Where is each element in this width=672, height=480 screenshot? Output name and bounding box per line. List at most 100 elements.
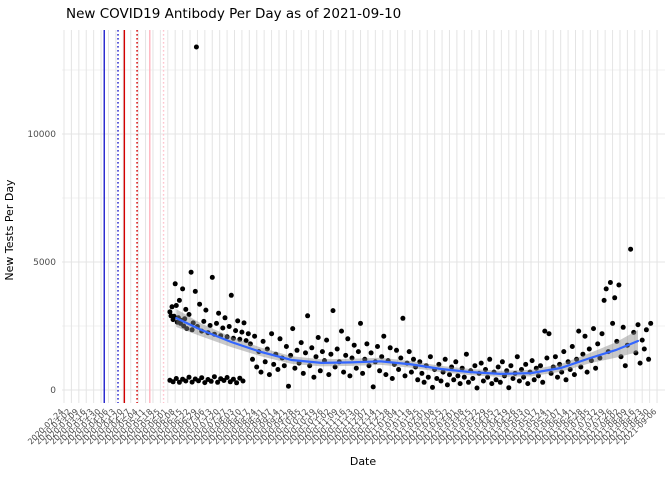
scatter-point: [311, 374, 317, 380]
scatter-point: [275, 367, 281, 372]
scatter-point: [400, 315, 406, 321]
scatter-point: [234, 380, 240, 386]
scatter-point: [614, 338, 620, 344]
scatter-point: [459, 365, 465, 371]
scatter-point: [347, 373, 353, 379]
scatter-point: [535, 373, 541, 379]
scatter-point: [453, 359, 459, 365]
scatter-point: [478, 360, 484, 366]
scatter-point: [330, 308, 336, 314]
scatter-point: [442, 356, 448, 362]
scatter-point: [222, 315, 228, 321]
scatter-point: [595, 341, 601, 347]
scatter-point: [436, 361, 442, 367]
scatter-point: [183, 378, 189, 384]
scatter-point: [523, 361, 529, 367]
scatter-point: [184, 326, 190, 332]
scatter-point: [571, 372, 577, 378]
scatter-point: [546, 331, 552, 337]
scatter-point: [427, 354, 433, 360]
scatter-point: [220, 325, 226, 331]
scatter-point: [345, 336, 351, 342]
scatter-point: [300, 370, 306, 376]
scatter-point: [189, 327, 195, 333]
scatter-point: [252, 333, 258, 339]
scatter-point: [379, 354, 385, 360]
scatter-point: [499, 359, 505, 365]
scatter-point: [639, 337, 645, 343]
scatter-point: [243, 338, 249, 344]
scatter-point: [618, 354, 624, 360]
scatter-point: [226, 324, 232, 329]
scatter-point: [277, 336, 283, 342]
scatter-point: [538, 363, 543, 369]
scatter-point: [260, 338, 266, 344]
scatter-point: [559, 369, 565, 375]
scatter-point: [216, 310, 222, 316]
scatter-point: [440, 369, 446, 375]
scatter-point: [173, 376, 179, 381]
scatter-point: [472, 363, 478, 369]
scatter-point: [597, 355, 603, 361]
scatter-point: [434, 376, 440, 381]
scatter-point: [189, 379, 195, 385]
scatter-point: [489, 381, 495, 387]
scatter-point: [601, 297, 607, 303]
scatter-point: [334, 346, 340, 352]
scatter-point: [578, 364, 584, 370]
scatter-point: [633, 350, 639, 356]
scatter-point: [377, 368, 383, 374]
scatter-point: [183, 306, 189, 312]
scatter-point: [444, 382, 450, 388]
y-axis-title: New Tests Per Day: [3, 179, 16, 281]
scatter-point: [364, 341, 370, 347]
scatter-point: [190, 320, 196, 326]
scatter-point: [586, 346, 592, 352]
scatter-point: [207, 323, 213, 328]
scatter-point: [622, 363, 628, 369]
scatter-point: [375, 344, 380, 349]
scatter-point: [495, 364, 501, 370]
scatter-point: [192, 288, 198, 294]
scatter-point: [415, 377, 421, 383]
scatter-point: [506, 385, 512, 391]
scatter-point: [307, 363, 313, 369]
scatter-point: [239, 329, 245, 335]
scatter-point: [186, 312, 192, 317]
scatter-point: [349, 355, 355, 361]
scatter-point: [612, 295, 618, 301]
scatter-point: [170, 379, 176, 385]
scatter-point: [230, 335, 236, 341]
scatter-point: [643, 327, 649, 333]
scatter-point: [245, 331, 251, 337]
scatter-point: [521, 374, 527, 380]
scatter-point: [298, 340, 304, 346]
scatter-point: [383, 372, 389, 378]
scatter-point: [591, 326, 596, 332]
scatter-point: [224, 334, 230, 340]
scatter-point: [328, 351, 334, 357]
scatter-point: [305, 313, 311, 319]
scatter-point: [290, 326, 296, 332]
scatter-point: [631, 329, 637, 335]
scatter-point: [531, 377, 537, 383]
scatter-point: [593, 365, 599, 371]
scatter-point: [288, 352, 294, 358]
scatter-point: [172, 281, 178, 287]
scatter-point: [176, 297, 182, 303]
scatter-point: [193, 44, 199, 50]
scatter-point: [510, 376, 516, 381]
scatter-point: [635, 322, 641, 328]
scatter-point: [224, 375, 230, 380]
scatter-point: [603, 286, 609, 292]
scatter-point: [262, 359, 268, 365]
scatter-point: [283, 344, 289, 349]
scatter-point: [425, 374, 431, 380]
scatter-point: [309, 345, 315, 351]
scatter-point: [466, 379, 471, 385]
scatter-point: [235, 318, 241, 324]
scatter-point: [315, 335, 321, 340]
y-tick-label-5000: 5000: [33, 258, 56, 268]
scatter-point: [449, 364, 455, 370]
